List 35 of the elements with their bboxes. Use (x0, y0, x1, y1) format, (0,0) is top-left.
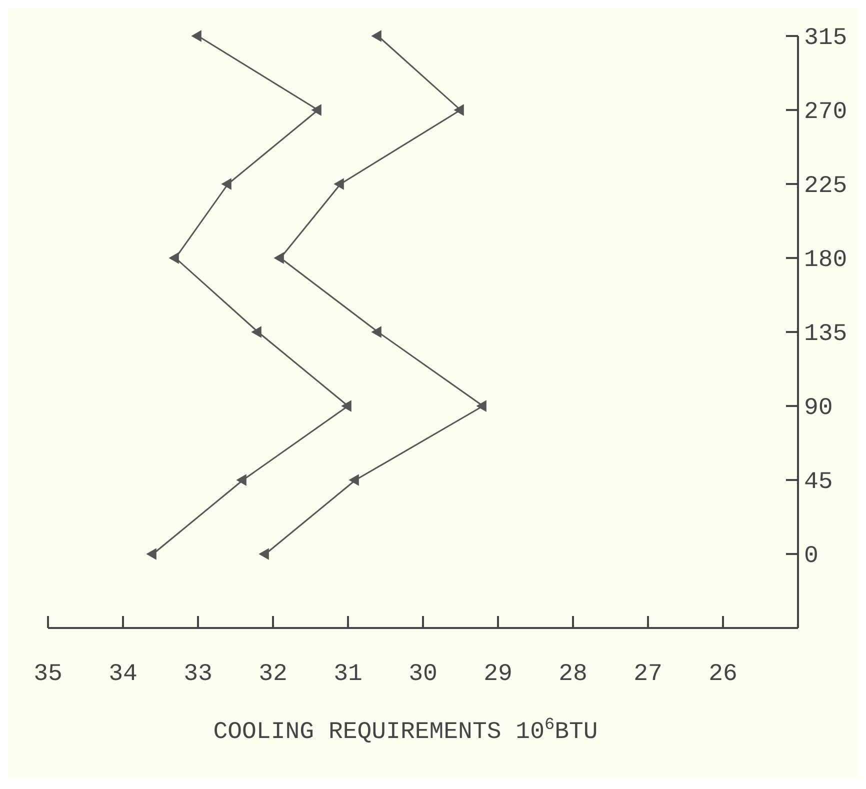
point (274, 252, 284, 264)
y-tick-label: 0 (804, 543, 818, 570)
x-tick-label: 29 (484, 661, 512, 688)
y-tick-label: 270 (804, 99, 848, 126)
point (341, 400, 352, 412)
point (251, 326, 262, 338)
y-tick-label: 180 (804, 247, 848, 274)
point (236, 474, 246, 486)
y-tick-label: 315 (804, 25, 848, 52)
y-tick-label: 135 (804, 321, 848, 348)
point (348, 474, 359, 486)
point (221, 178, 232, 190)
x-tick-label: 30 (408, 661, 438, 688)
point (258, 548, 269, 560)
point (454, 104, 464, 116)
x-tick-label: 35 (34, 661, 62, 688)
point (146, 548, 156, 560)
y-tick-label: 90 (804, 395, 833, 422)
x-axis-title: COOLING REQUIREMENTS 10$^{6}$BTU (213, 716, 598, 746)
y-tick-label: 45 (804, 469, 833, 496)
x-tick-label: 31 (334, 661, 362, 688)
point (311, 104, 322, 116)
x-tick-label: 33 (184, 661, 212, 688)
point (334, 178, 344, 190)
x-tick-label: 27 (634, 661, 662, 688)
x-tick-label: 34 (108, 661, 138, 688)
point (168, 252, 179, 264)
y-tick-label: 225 (804, 173, 848, 200)
point (371, 30, 382, 42)
x-tick-label: 32 (258, 661, 288, 688)
x-tick-label: 28 (558, 661, 588, 688)
point (371, 326, 382, 338)
x-tick-label: 26 (708, 661, 738, 688)
point (191, 30, 202, 42)
point (476, 400, 486, 412)
